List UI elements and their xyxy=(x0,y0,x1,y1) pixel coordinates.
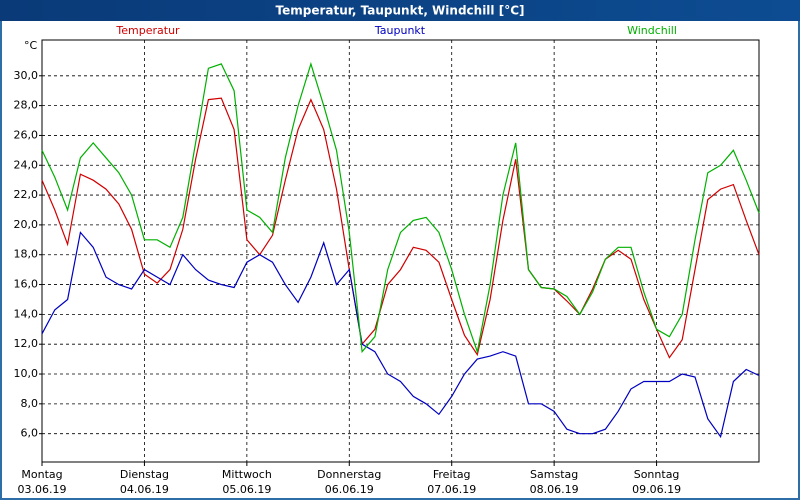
x-tick-label: Dienstag xyxy=(120,468,169,481)
y-unit: °C xyxy=(24,39,38,52)
x-tick-label: 07.06.19 xyxy=(427,483,476,496)
y-tick-label: 8,0 xyxy=(21,397,39,410)
series-line xyxy=(41,61,760,355)
x-tick-label: 08.06.19 xyxy=(530,483,579,496)
y-tick-label: 28,0 xyxy=(14,99,39,112)
x-tick-label: Montag xyxy=(21,468,62,481)
x-tick-label: 09.06.19 xyxy=(632,483,681,496)
y-tick-label: 14,0 xyxy=(14,307,39,320)
title-bar xyxy=(0,0,800,21)
x-tick-label: 05.06.19 xyxy=(222,483,271,496)
legend-entry: Windchill xyxy=(627,24,677,37)
x-tick-label: 06.06.19 xyxy=(325,483,374,496)
plot-border xyxy=(41,39,760,463)
y-tick-label: 12,0 xyxy=(14,337,39,350)
y-tick-label: 30,0 xyxy=(14,69,39,82)
y-tick-label: 22,0 xyxy=(14,188,39,201)
y-tick-label: 24,0 xyxy=(14,158,39,171)
x-tick-label: 04.06.19 xyxy=(120,483,169,496)
x-tick-label: 03.06.19 xyxy=(18,483,67,496)
x-tick-label: Samstag xyxy=(530,468,578,481)
y-tick-label: 10,0 xyxy=(14,367,39,380)
chart-background xyxy=(2,21,798,498)
x-tick-label: Freitag xyxy=(433,468,471,481)
series-line xyxy=(41,231,760,439)
chart-title: Temperatur, Taupunkt, Windchill [°C] xyxy=(276,4,525,18)
x-tick-label: Mittwoch xyxy=(222,468,272,481)
y-tick-label: 20,0 xyxy=(14,218,39,231)
x-tick-label: Donnerstag xyxy=(317,468,381,481)
y-tick-label: 16,0 xyxy=(14,278,39,291)
y-tick-label: 18,0 xyxy=(14,248,39,261)
legend-entry: Temperatur xyxy=(115,24,180,37)
series-line xyxy=(41,97,760,359)
y-tick-label: 6,0 xyxy=(21,427,39,440)
x-tick-label: Sonntag xyxy=(634,468,680,481)
legend-entry: Taupunkt xyxy=(374,24,426,37)
y-tick-label: 26,0 xyxy=(14,128,39,141)
